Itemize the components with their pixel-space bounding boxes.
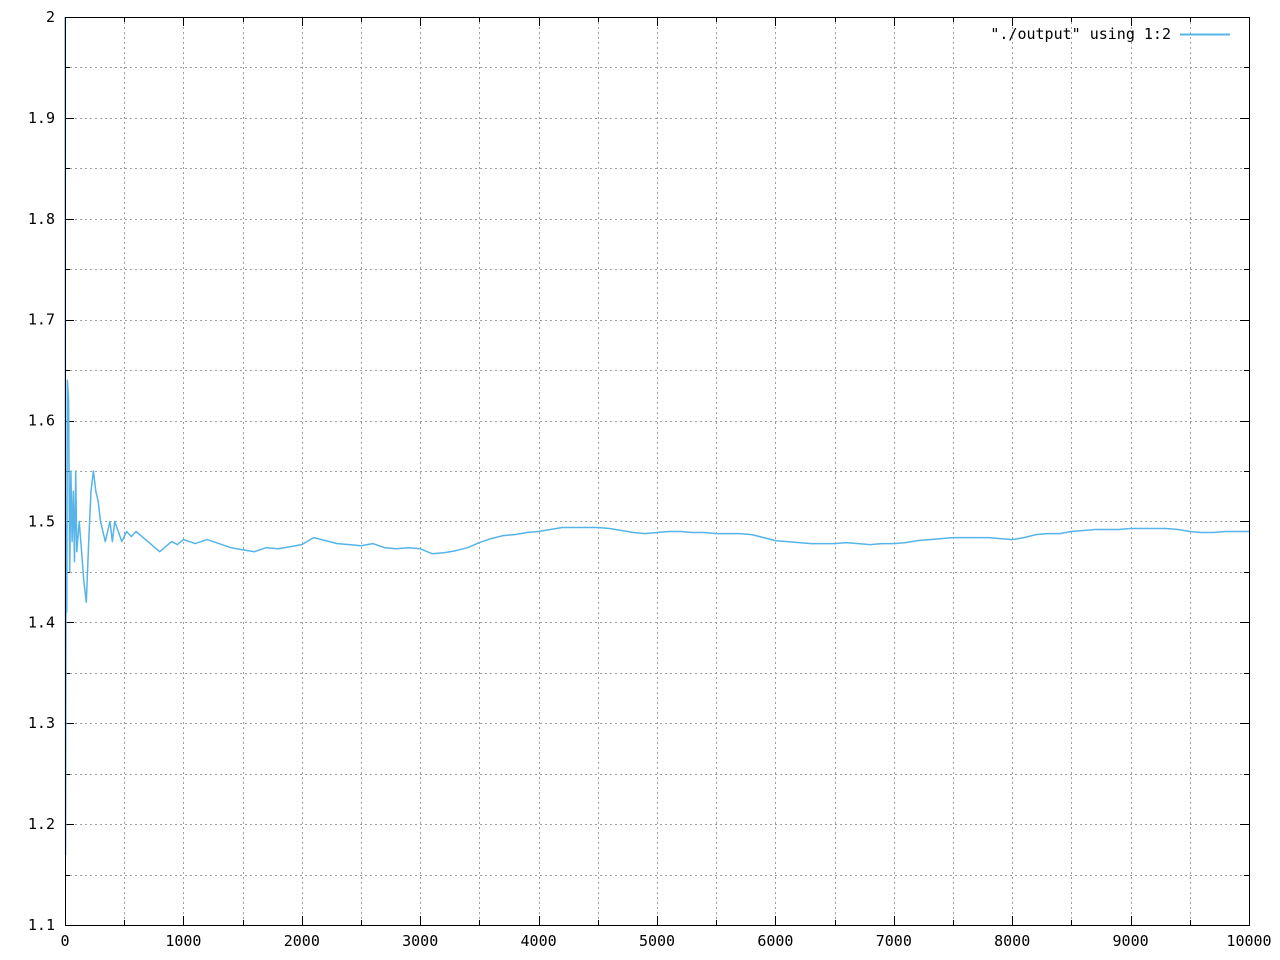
x-tick-label: 1000	[165, 932, 201, 950]
y-tick-labels: 1.1 1.2 1.3 1.4 1.5 1.6 1.7 1.8 1.9 2	[28, 8, 55, 934]
y-tick-label: 1.9	[28, 109, 55, 127]
x-tick-label: 0	[60, 932, 69, 950]
x-tick-label: 4000	[521, 932, 557, 950]
y-tick-label: 1.2	[28, 815, 55, 833]
x-tick-labels: 0 1000 2000 3000 4000 5000 6000 7000 8000 9000 100…	[60, 932, 1271, 950]
y-tick-label: 1.1	[28, 916, 55, 934]
y-tick-label: 1.3	[28, 714, 55, 732]
y-tick-label: 2	[46, 8, 55, 26]
x-tick-label: 9000	[1113, 932, 1149, 950]
y-tick-label: 1.4	[28, 613, 55, 631]
y-tick-label: 1.8	[28, 210, 55, 228]
x-tick-label: 10000	[1226, 932, 1271, 950]
legend-label: "./output" using 1:2	[990, 25, 1171, 43]
x-tick-label: 8000	[994, 932, 1030, 950]
y-tick-label: 1.7	[28, 311, 55, 329]
series-layer	[64, 16, 1249, 856]
series-line	[64, 16, 1249, 856]
x-tick-label: 3000	[402, 932, 438, 950]
grid-lines	[65, 17, 1249, 925]
y-tick-label: 1.6	[28, 412, 55, 430]
legend: "./output" using 1:2	[990, 25, 1230, 43]
x-tick-label: 7000	[876, 932, 912, 950]
x-tick-label: 6000	[757, 932, 793, 950]
x-tick-label: 2000	[284, 932, 320, 950]
x-tick-label: 5000	[639, 932, 675, 950]
y-tick-label: 1.5	[28, 512, 55, 530]
plot-frame	[65, 17, 1250, 926]
